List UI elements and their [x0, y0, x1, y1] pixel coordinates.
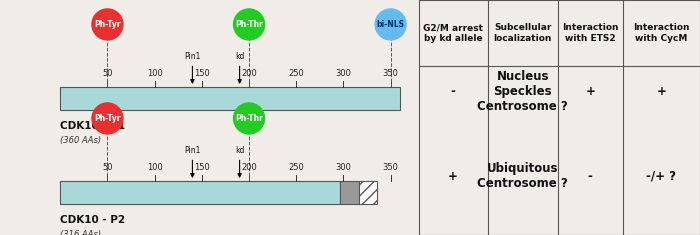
Text: Subcellular
localization: Subcellular localization — [494, 23, 552, 43]
Ellipse shape — [92, 9, 123, 40]
Text: 300: 300 — [335, 163, 351, 172]
Text: bi-NLS: bi-NLS — [377, 20, 405, 29]
Ellipse shape — [234, 9, 265, 40]
Bar — [60, 181, 340, 204]
Text: 100: 100 — [147, 163, 162, 172]
Ellipse shape — [375, 9, 406, 40]
Text: CDK10 - P1: CDK10 - P1 — [60, 121, 125, 131]
Text: Pin1: Pin1 — [184, 146, 201, 155]
Text: kd: kd — [235, 52, 244, 61]
Text: 250: 250 — [288, 163, 304, 172]
Text: 300: 300 — [335, 69, 351, 78]
Text: 50: 50 — [102, 163, 113, 172]
Text: Pin1: Pin1 — [184, 52, 201, 61]
Text: 350: 350 — [383, 69, 398, 78]
Text: 200: 200 — [241, 69, 257, 78]
Text: +: + — [657, 85, 666, 98]
Bar — [340, 181, 358, 204]
Text: Nucleus
Speckles
Centrosome ?: Nucleus Speckles Centrosome ? — [477, 70, 568, 113]
Text: 250: 250 — [288, 69, 304, 78]
Ellipse shape — [234, 103, 265, 134]
Text: Ph-Thr: Ph-Thr — [235, 20, 263, 29]
Text: Ph-Tyr: Ph-Tyr — [94, 20, 120, 29]
Text: kd: kd — [235, 146, 244, 155]
Text: 100: 100 — [147, 69, 162, 78]
Text: 350: 350 — [383, 163, 398, 172]
Text: Ph-Thr: Ph-Thr — [235, 114, 263, 123]
Text: +: + — [585, 85, 595, 98]
Bar — [60, 87, 400, 110]
Ellipse shape — [92, 103, 123, 134]
Text: G2/M arrest
by kd allele: G2/M arrest by kd allele — [423, 23, 483, 43]
Text: Ph-Tyr: Ph-Tyr — [94, 114, 120, 123]
Text: 150: 150 — [194, 163, 210, 172]
Text: CDK10 - P2: CDK10 - P2 — [60, 215, 125, 225]
Text: 50: 50 — [102, 69, 113, 78]
Text: (360 AAs): (360 AAs) — [60, 136, 102, 145]
Text: (316 AAs): (316 AAs) — [60, 230, 102, 235]
Bar — [358, 181, 377, 204]
Text: -: - — [588, 170, 593, 183]
Text: Interaction
with ETS2: Interaction with ETS2 — [562, 23, 619, 43]
Text: -/+ ?: -/+ ? — [646, 170, 676, 183]
Text: Interaction
with CycM: Interaction with CycM — [633, 23, 690, 43]
Text: Ubiquitous
Centrosome ?: Ubiquitous Centrosome ? — [477, 162, 568, 190]
Text: 150: 150 — [194, 69, 210, 78]
Text: -: - — [451, 85, 456, 98]
Text: 200: 200 — [241, 163, 257, 172]
Text: +: + — [448, 170, 458, 183]
